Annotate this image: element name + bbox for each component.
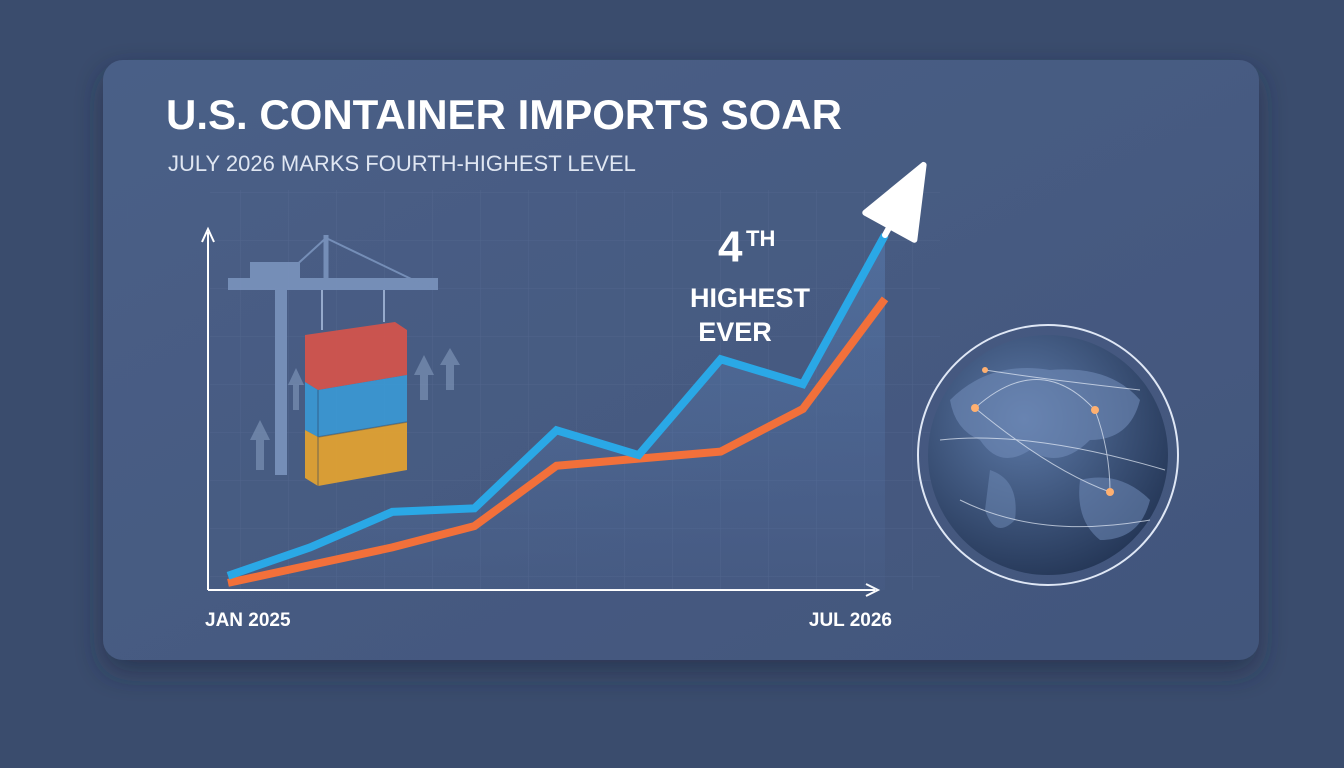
subtitle: JULY 2026 MARKS FOURTH-HIGHEST LEVEL bbox=[168, 151, 636, 176]
globe-illustration bbox=[917, 324, 1179, 586]
port-illustration bbox=[228, 235, 460, 486]
x-tick-label: JUL 2026 bbox=[809, 610, 892, 631]
x-tick-label: JAN 2025 bbox=[205, 610, 291, 631]
annotation-suffix: TH bbox=[746, 226, 775, 251]
area-fill bbox=[228, 235, 885, 590]
trend-arrow bbox=[862, 161, 927, 243]
y-axis-arrow bbox=[201, 226, 215, 243]
annotation-line: HIGHEST bbox=[690, 283, 811, 313]
series-line bbox=[227, 296, 889, 587]
annotation-number: 4 bbox=[718, 223, 743, 272]
annotation-line: EVER bbox=[698, 317, 772, 347]
series-line bbox=[226, 233, 889, 580]
title: U.S. CONTAINER IMPORTS SOAR bbox=[166, 91, 842, 138]
plot: JAN 2025 JUL 2026 bbox=[201, 161, 927, 631]
